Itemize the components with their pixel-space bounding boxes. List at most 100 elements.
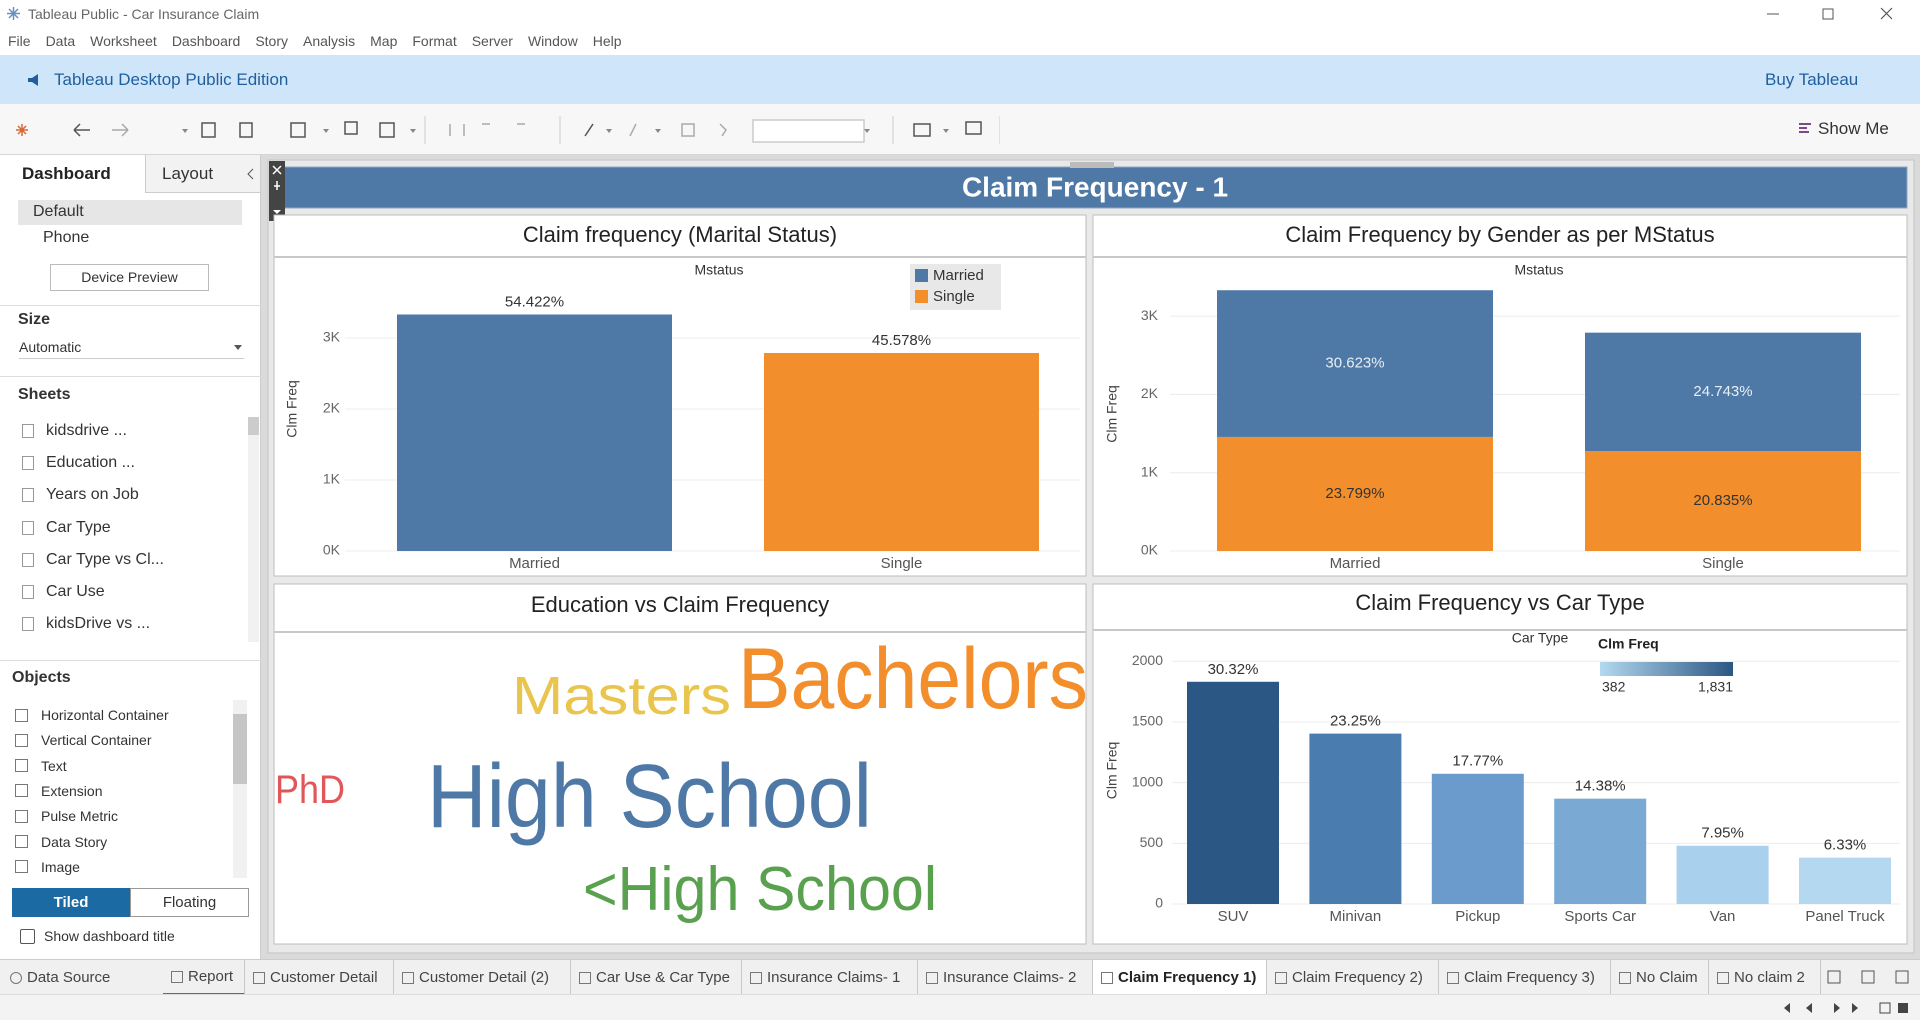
- tab-label[interactable]: Dashboard: [22, 164, 111, 183]
- sheet-tab[interactable]: No claim 2: [1709, 960, 1821, 995]
- object-label[interactable]: Data Story: [41, 833, 108, 850]
- object-label[interactable]: Image: [41, 858, 80, 875]
- tab-label[interactable]: Customer Detail: [270, 969, 378, 986]
- show-me-icon[interactable]: [1798, 122, 1812, 136]
- tab-label[interactable]: Insurance Claims- 2: [943, 969, 1077, 986]
- show-me-button[interactable]: Show Me: [1818, 119, 1889, 138]
- tab-label[interactable]: No claim 2: [1734, 969, 1805, 986]
- size-value[interactable]: Automatic: [19, 339, 82, 355]
- tab-label[interactable]: No Claim: [1636, 969, 1698, 986]
- menu-item[interactable]: Analysis: [303, 33, 356, 49]
- object-label[interactable]: Extension: [41, 782, 103, 799]
- device-preview-button[interactable]: Device Preview: [50, 264, 209, 291]
- sheet-label[interactable]: Car Type vs Cl...: [46, 550, 164, 568]
- x-tick-label: Van: [1710, 908, 1736, 925]
- bar: [397, 314, 672, 551]
- menu-item[interactable]: Window: [527, 33, 578, 49]
- sheet-tab[interactable]: Customer Detail (2): [394, 960, 571, 995]
- sheet-tab[interactable]: Claim Frequency 3): [1439, 960, 1611, 995]
- object-item[interactable]: Data Story: [15, 830, 107, 854]
- scrollbar[interactable]: [248, 417, 259, 642]
- sheet-item[interactable]: Years on Job: [22, 480, 139, 510]
- data-source-tab[interactable]: Data Source: [0, 960, 163, 995]
- tab-label[interactable]: Report: [188, 968, 234, 985]
- floating-toggle[interactable]: Floating: [130, 888, 249, 917]
- object-item[interactable]: Extension: [15, 779, 102, 803]
- sheet-label[interactable]: Education ...: [46, 454, 135, 472]
- sheet-item[interactable]: kidsDrive vs ...: [22, 609, 150, 639]
- sheet-item[interactable]: Car Use: [22, 577, 105, 607]
- menu-item[interactable]: Help: [592, 33, 622, 49]
- sheet-label[interactable]: kidsdrive ...: [46, 422, 127, 439]
- sheet-label[interactable]: Car Type: [46, 518, 111, 536]
- sheet-tab[interactable]: Car Use & Car Type: [571, 960, 742, 995]
- object-label[interactable]: Horizontal Container: [41, 707, 169, 723]
- more-icon[interactable]: [273, 210, 281, 214]
- sheet-tab[interactable]: Insurance Claims- 2: [918, 960, 1093, 995]
- object-item[interactable]: Text: [15, 754, 67, 778]
- scrollbar[interactable]: [233, 700, 247, 878]
- y-tick-label: 0K: [1141, 542, 1159, 558]
- sheet-tab[interactable]: Claim Frequency 2): [1267, 960, 1439, 995]
- sheet-label[interactable]: kidsDrive vs ...: [46, 615, 151, 633]
- status-nav[interactable]: [1780, 1001, 1915, 1015]
- sheet-tab[interactable]: Insurance Claims- 1: [742, 960, 918, 995]
- menu-item[interactable]: Dashboard: [171, 33, 241, 49]
- sheet-label[interactable]: Car Use: [46, 583, 105, 600]
- object-label[interactable]: Vertical Container: [41, 732, 152, 749]
- object-item[interactable]: Horizontal Container: [15, 703, 169, 727]
- tab-label[interactable]: Data Source: [27, 969, 111, 986]
- title-bar: Tableau Public - Car Insurance Claim: [0, 0, 1920, 27]
- data-label: 14.38%: [1575, 778, 1626, 795]
- device-default[interactable]: Default: [18, 200, 242, 225]
- tab-label[interactable]: Claim Frequency 3): [1464, 969, 1595, 986]
- show-title-label[interactable]: Show dashboard title: [44, 928, 175, 944]
- sheet-item[interactable]: Education ...: [22, 448, 135, 478]
- menu-item[interactable]: Story: [255, 33, 288, 49]
- sheet-tab[interactable]: Customer Detail: [245, 960, 394, 995]
- toolbar-icons[interactable]: [0, 104, 1000, 155]
- object-label[interactable]: Pulse Metric: [41, 808, 119, 825]
- y-tick-label: 1000: [1132, 773, 1163, 789]
- new-sheet-icons[interactable]: [1826, 968, 1916, 988]
- sheet-label[interactable]: Years on Job: [46, 486, 139, 504]
- object-label[interactable]: Text: [41, 757, 67, 774]
- tab-label[interactable]: Claim Frequency 2): [1292, 969, 1423, 986]
- sheet-tab[interactable]: Claim Frequency 1): [1093, 960, 1267, 995]
- tiled-toggle[interactable]: Tiled: [12, 888, 130, 917]
- device-label[interactable]: Default: [33, 203, 84, 220]
- object-item[interactable]: Pulse Metric: [15, 804, 118, 828]
- word: <High School: [583, 855, 937, 924]
- close-icon[interactable]: [272, 165, 282, 175]
- collapse-icon[interactable]: [246, 168, 256, 180]
- object-item[interactable]: Image: [15, 855, 80, 879]
- sheet-item[interactable]: Car Type: [22, 513, 111, 543]
- tab-label[interactable]: Insurance Claims- 1: [767, 969, 901, 986]
- layout-tab[interactable]: Layout: [145, 155, 260, 193]
- menu-item[interactable]: Worksheet: [90, 33, 157, 49]
- pin-icon[interactable]: [274, 181, 280, 190]
- sheet-tab[interactable]: No Claim: [1611, 960, 1709, 995]
- device-phone[interactable]: Phone: [43, 229, 90, 246]
- dashboard-tab[interactable]: Dashboard: [0, 155, 145, 193]
- sheet-item[interactable]: Car Type vs Cl...: [22, 545, 164, 575]
- window-controls[interactable]: [1755, 0, 1920, 27]
- menu-item[interactable]: Server: [471, 33, 513, 49]
- float-controls[interactable]: [269, 161, 285, 221]
- object-item[interactable]: Vertical Container: [15, 728, 152, 752]
- menu-item[interactable]: Data: [45, 33, 76, 49]
- buy-link[interactable]: Buy Tableau: [1765, 70, 1859, 89]
- menu-item[interactable]: File: [8, 33, 31, 49]
- menu-item[interactable]: Map: [370, 33, 398, 49]
- tab-label[interactable]: Claim Frequency 1): [1118, 969, 1257, 986]
- drag-handle[interactable]: [1070, 162, 1114, 168]
- tab-label[interactable]: Customer Detail (2): [419, 969, 550, 986]
- tab-label[interactable]: Car Use & Car Type: [596, 969, 730, 986]
- sheet-item[interactable]: kidsdrive ...: [22, 416, 127, 446]
- tab-label[interactable]: Layout: [162, 164, 214, 183]
- sheet-tab[interactable]: Report: [163, 960, 245, 995]
- checkbox[interactable]: [20, 929, 35, 944]
- dropdown-arrow[interactable]: [234, 345, 242, 351]
- menu-item[interactable]: Format: [412, 33, 457, 49]
